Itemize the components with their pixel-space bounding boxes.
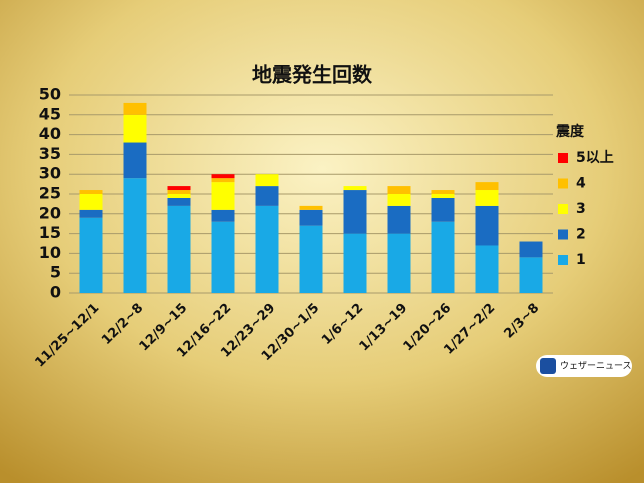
y-tick-label: 30 — [39, 164, 61, 183]
bar-segment — [387, 194, 411, 206]
bar-segment — [79, 194, 103, 210]
bar-segment — [475, 182, 499, 191]
bar-segment — [299, 209, 323, 226]
bar-segment — [167, 197, 191, 206]
bar-segment — [431, 194, 455, 198]
brand-logo — [540, 358, 556, 374]
y-tick-label: 40 — [39, 124, 61, 143]
bar-segment — [475, 245, 499, 293]
legend-label: 5以上 — [576, 150, 614, 166]
bar-segment — [123, 178, 147, 293]
bar-segment — [519, 257, 543, 293]
bar-segment — [211, 209, 235, 222]
legend-title: 震度 — [555, 123, 585, 140]
brand-badge: ウェザーニュース — [536, 355, 632, 377]
bar-segment — [167, 186, 191, 191]
legend-label: 2 — [576, 227, 586, 243]
y-tick-label: 25 — [39, 184, 61, 203]
bar-segment — [79, 209, 103, 218]
bar-segment — [387, 233, 411, 293]
bar-segment — [79, 190, 103, 194]
bar-segment — [211, 221, 235, 293]
brand-pill — [536, 355, 632, 377]
bar-segment — [79, 217, 103, 293]
bar-segment — [431, 190, 455, 194]
bar-segment — [255, 205, 279, 293]
bar-segment — [211, 182, 235, 210]
y-tick-label: 35 — [39, 144, 61, 163]
bar-segment — [255, 174, 279, 187]
y-tick-label: 0 — [50, 283, 61, 302]
legend-swatch — [558, 153, 568, 163]
y-tick-label: 50 — [39, 85, 61, 104]
y-tick-label: 10 — [39, 243, 61, 262]
brand-name: ウェザーニュース — [560, 361, 632, 372]
bar-segment — [387, 186, 411, 194]
y-tick-label: 45 — [39, 104, 61, 123]
bar-segment — [211, 178, 235, 183]
bar-segment — [343, 233, 367, 293]
bar-segment — [387, 205, 411, 234]
bar-segment — [167, 194, 191, 198]
legend-label: 1 — [576, 252, 586, 268]
legend-swatch — [558, 255, 568, 265]
bar-segment — [431, 221, 455, 293]
chart-title: 地震発生回数 — [252, 63, 373, 87]
legend-swatch — [558, 178, 568, 189]
bar-segment — [343, 186, 367, 191]
legend-swatch — [558, 229, 568, 240]
bar-segment — [123, 102, 147, 115]
bar-segment — [167, 190, 191, 194]
legend-swatch — [558, 204, 568, 214]
bar-segment — [519, 241, 543, 258]
bar-segment — [123, 142, 147, 179]
bar-segment — [431, 197, 455, 222]
bar-segment — [475, 190, 499, 206]
bar-segment — [475, 205, 499, 246]
legend-label: 3 — [576, 201, 586, 217]
bar-segment — [343, 190, 367, 234]
y-tick-label: 20 — [39, 203, 61, 222]
bar-segment — [123, 114, 147, 143]
y-tick-label: 15 — [39, 223, 61, 242]
legend-label: 4 — [576, 176, 586, 192]
bar-segment — [299, 205, 323, 210]
bar-segment — [167, 205, 191, 293]
y-tick-label: 5 — [50, 263, 61, 282]
bar-segment — [255, 186, 279, 206]
bar-segment — [211, 174, 235, 179]
bar-segment — [299, 225, 323, 293]
